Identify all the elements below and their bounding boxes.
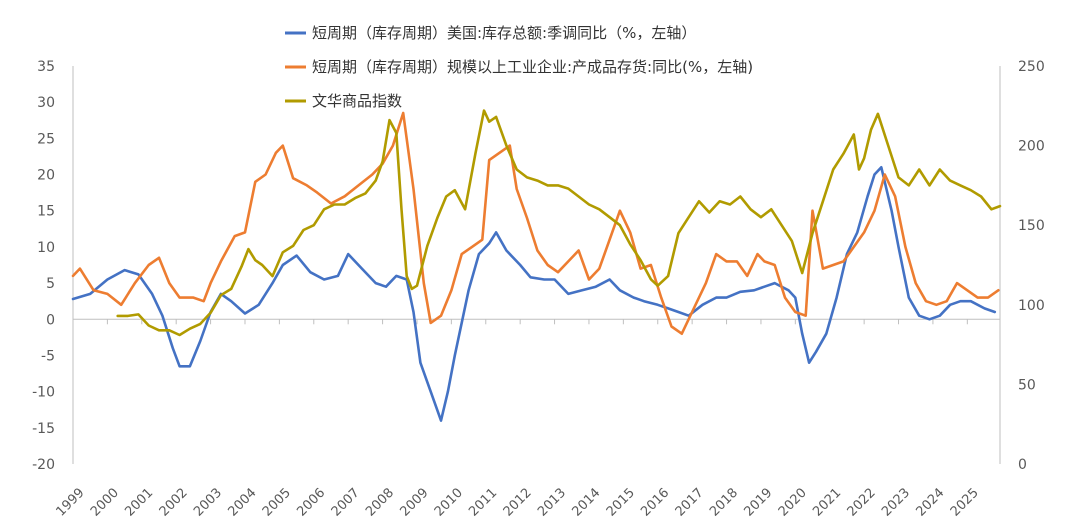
right-tick-label: 150 — [1018, 218, 1045, 234]
legend: 短周期（库存周期）美国:库存总额:季调同比（%，左轴） 短周期（库存周期）规模以上… — [285, 24, 753, 110]
x-tick-label: 2013 — [535, 486, 569, 520]
left-tick-label: 5 — [46, 276, 55, 292]
left-tick-label: 15 — [37, 204, 55, 220]
left-tick-label: 35 — [37, 59, 55, 75]
x-tick-label: 2003 — [191, 486, 225, 520]
x-tick-label: 2022 — [845, 486, 879, 520]
x-tick-label: 2000 — [88, 486, 122, 520]
right-tick-label: 50 — [1018, 377, 1036, 393]
left-tick-label: 20 — [37, 168, 55, 184]
x-tick-label: 2008 — [363, 486, 397, 520]
x-tick-label: 2011 — [466, 486, 500, 520]
left-tick-label: 25 — [37, 131, 55, 147]
right-tick-label: 0 — [1018, 457, 1027, 473]
legend-label-1: 短周期（库存周期）规模以上工业企业:产成品存货:同比(%，左轴) — [312, 58, 753, 76]
x-tick-label: 2020 — [776, 486, 810, 520]
x-tick-label: 2021 — [810, 486, 844, 520]
x-tick-label: 2004 — [226, 486, 260, 520]
x-tick-label: 2005 — [260, 486, 294, 520]
x-tick-label: 2009 — [397, 486, 431, 520]
right-tick-label: 100 — [1018, 298, 1045, 314]
series-lines — [71, 109, 1002, 422]
x-tick-label: 2017 — [673, 486, 707, 520]
left-tick-label: 10 — [37, 240, 55, 256]
left-tick-label: 30 — [37, 95, 55, 111]
x-tick-label: 2010 — [432, 486, 466, 520]
x-tick-label: 2018 — [707, 486, 741, 520]
series-line-0 — [71, 166, 997, 422]
series-line-1 — [71, 111, 1000, 336]
x-tick-label: 2001 — [122, 486, 156, 520]
right-tick-label: 250 — [1018, 59, 1045, 75]
x-tick-label: 2016 — [638, 486, 672, 520]
left-tick-label: 0 — [46, 312, 55, 328]
x-tick-label: 2025 — [948, 486, 982, 520]
left-tick-label: -15 — [32, 421, 55, 437]
x-tick-label: 2012 — [501, 486, 535, 520]
left-tick-label: -10 — [32, 385, 55, 401]
left-tick-label: -20 — [32, 457, 55, 473]
x-tick-label: 2007 — [329, 486, 363, 520]
left-y-axis: 35 30 25 20 15 10 5 0 -5 -10 -15 -20 — [32, 59, 74, 473]
x-tick-label: 1999 — [54, 486, 88, 520]
x-tick-label: 2023 — [879, 486, 913, 520]
x-tick-label: 2006 — [294, 486, 328, 520]
x-tick-label: 2015 — [604, 486, 638, 520]
x-tick-label: 2014 — [569, 486, 603, 520]
legend-label-2: 文华商品指数 — [312, 92, 402, 110]
series-line-2 — [116, 109, 1002, 337]
left-tick-label: -5 — [41, 348, 55, 364]
x-tick-label: 2024 — [913, 486, 947, 520]
x-tick-label: 2002 — [157, 486, 191, 520]
legend-label-0: 短周期（库存周期）美国:库存总额:季调同比（%，左轴） — [312, 24, 696, 42]
right-tick-label: 200 — [1018, 139, 1045, 155]
x-tick-label: 2019 — [741, 486, 775, 520]
right-y-axis: 250 200 150 100 50 0 — [999, 59, 1045, 473]
